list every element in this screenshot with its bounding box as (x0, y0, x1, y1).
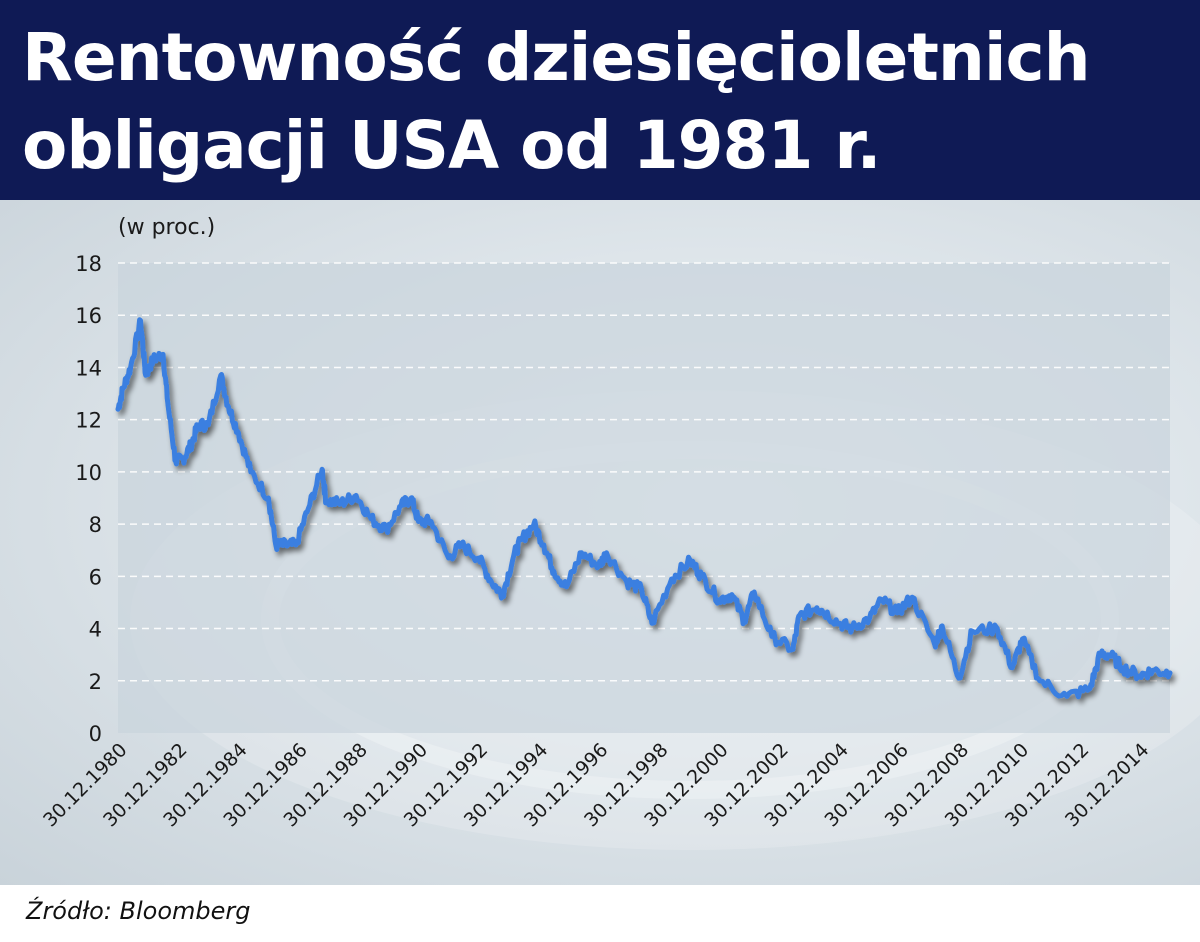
y-tick-label: 10 (75, 461, 102, 485)
y-axis-ticks: 0 2 4 6 8 10 12 14 16 18 (75, 252, 102, 746)
y-tick-label: 8 (89, 513, 102, 537)
y-tick-label: 18 (75, 252, 102, 276)
y-tick-label: 14 (75, 356, 102, 380)
source-note: Źródło: Bloomberg (26, 897, 251, 925)
y-tick-label: 16 (75, 304, 102, 328)
y-tick-label: 2 (89, 670, 102, 694)
plot-background (118, 263, 1170, 733)
chart-title: Rentowność dziesięcioletnich obligacji U… (22, 19, 1091, 184)
y-axis-unit-label: (w proc.) (118, 215, 215, 240)
series-group (115, 317, 1173, 700)
y-tick-label: 0 (89, 722, 102, 746)
chart-area: (w proc.) 0 2 4 6 8 10 12 14 16 18 30.12.1980 30.1… (0, 200, 1200, 885)
title-banner: Rentowność dziesięcioletnich obligacji U… (0, 0, 1200, 200)
y-tick-label: 6 (89, 565, 102, 589)
y-tick-label: 4 (89, 618, 102, 642)
series-line-yield (115, 317, 1173, 700)
y-tick-label: 12 (75, 409, 102, 433)
